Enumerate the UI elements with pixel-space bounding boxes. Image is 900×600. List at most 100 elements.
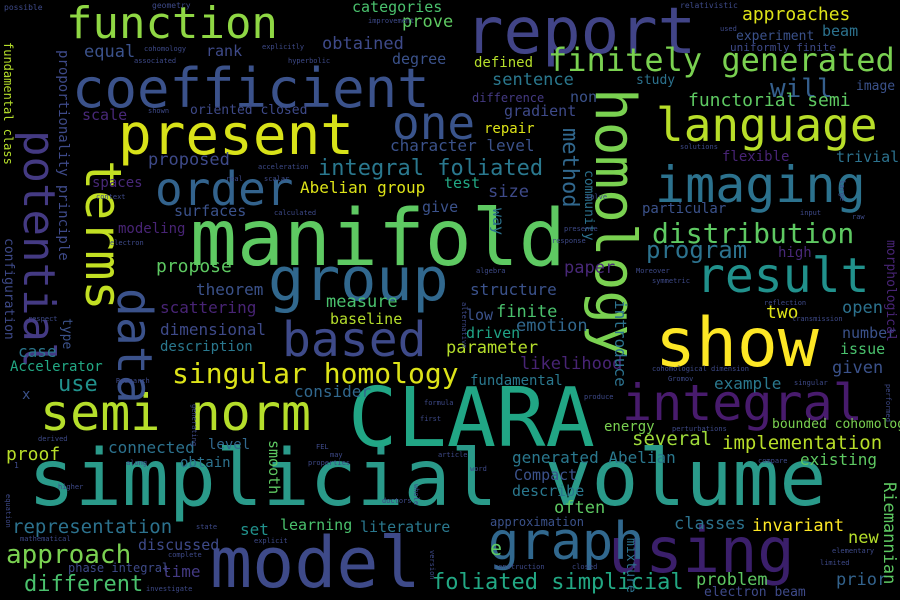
word-shown: shown xyxy=(148,107,170,115)
word-several: several xyxy=(632,428,713,450)
word-level: level xyxy=(208,437,251,453)
word-rank: rank xyxy=(206,42,243,60)
word-categories: categories xyxy=(352,0,443,16)
word-respect: respect xyxy=(28,315,58,323)
word-explicit: explicit xyxy=(254,537,288,545)
word-result: result xyxy=(696,248,870,304)
word-distribution: distribution xyxy=(652,217,855,250)
word-low: low xyxy=(466,306,494,324)
word-non: non xyxy=(570,88,598,106)
word-simplicial-volume: simplicial volume xyxy=(28,434,827,524)
word-prove: prove xyxy=(402,12,454,32)
word-often: often xyxy=(554,498,606,518)
word-higher: higher xyxy=(58,483,84,491)
word-investigate: investigate xyxy=(146,585,193,593)
word-time: time xyxy=(162,562,201,581)
word-program: program xyxy=(646,236,748,264)
word-compact: Compact xyxy=(514,466,578,484)
word-one: one xyxy=(392,96,476,150)
word-classes: classes xyxy=(674,514,746,534)
word-open: open xyxy=(842,298,883,318)
word-finitely-generated: finitely generated xyxy=(548,41,895,79)
word-transmission: transmission xyxy=(792,315,843,323)
word-dimensional: dimensional xyxy=(160,320,266,339)
word-article: article xyxy=(438,451,468,459)
word-scalar: scalar xyxy=(264,175,290,183)
word-community: community xyxy=(581,170,596,241)
word-integral-foliated: integral foliated xyxy=(318,156,544,181)
word-potential: potential xyxy=(13,130,64,369)
word-oriented-closed: oriented closed xyxy=(190,103,308,118)
word-presence: presence xyxy=(564,225,598,233)
word-may: may xyxy=(330,451,343,459)
word-existing: existing xyxy=(800,450,878,469)
word-two: two xyxy=(766,302,799,323)
word-integral: integral xyxy=(622,374,863,432)
word-order: order xyxy=(155,162,294,216)
word-approximation: approximation xyxy=(490,515,584,529)
word-literature: literature xyxy=(360,518,451,536)
word-experiment: experiment xyxy=(736,29,815,44)
word-cohomological-dimension: cohomological dimension xyxy=(652,365,749,373)
word-proportionality-principle: proportionality principle xyxy=(55,50,71,261)
word-learning: learning xyxy=(280,516,353,534)
word-group: group xyxy=(268,245,449,315)
word-smooth: smooth xyxy=(265,440,283,495)
word-proposed: proposed xyxy=(148,150,230,170)
word-performed: performed xyxy=(884,384,892,422)
word-connected: connected xyxy=(108,438,195,457)
word-configuration: configuration xyxy=(1,238,16,340)
word-construction: construction xyxy=(494,563,545,571)
word-sentence: sentence xyxy=(492,70,574,90)
word-particular: particular xyxy=(642,201,727,217)
word-introduce: introduce xyxy=(611,300,630,387)
word-driven: driven xyxy=(466,324,521,342)
word-solutions: solutions xyxy=(680,143,718,151)
word-invariant: invariant xyxy=(752,516,845,536)
word-version: version xyxy=(428,550,436,580)
word-use: use xyxy=(58,372,98,397)
word-given: given xyxy=(832,358,884,378)
word-gradient: gradient xyxy=(504,102,577,120)
word-relativistic: relativistic xyxy=(680,1,738,10)
word-foliated-simplicial: foliated simplicial xyxy=(432,570,684,595)
word-raw: raw xyxy=(852,213,865,221)
word-show: show xyxy=(655,304,819,383)
word-1: 1 xyxy=(14,461,19,470)
word-parameter: parameter xyxy=(446,338,539,358)
word-compare: compare xyxy=(758,457,788,465)
word-algebra: algebra xyxy=(476,267,506,275)
word-functorial-semi: functorial semi xyxy=(688,90,851,111)
word-equal: equal xyxy=(84,42,136,62)
word-measure: measure xyxy=(326,292,398,312)
word-prior: prior xyxy=(836,570,888,590)
word-give: give xyxy=(422,198,459,216)
word-beam: beam xyxy=(822,22,859,40)
word-coefficient: coefficient xyxy=(72,57,430,120)
word-terms: terms xyxy=(74,160,132,311)
word-mathematical: mathematical xyxy=(20,535,71,543)
word-number: number xyxy=(842,324,897,342)
word-scale: scale xyxy=(82,106,128,124)
word-likelihood: likelihood xyxy=(520,354,623,374)
word-doctors: doctors xyxy=(382,497,412,505)
word-research: Research xyxy=(116,377,150,385)
word-complete: complete xyxy=(168,551,202,559)
word-scattering: scattering xyxy=(160,298,257,317)
word-context: context xyxy=(96,193,126,201)
word-symmetric: symmetric xyxy=(652,277,690,285)
word-defined: defined xyxy=(474,55,534,71)
word-derived: derived xyxy=(38,435,68,443)
word-associated: associated xyxy=(134,57,177,65)
word-e: e xyxy=(490,536,503,560)
word-obtain: obtain xyxy=(180,455,231,471)
word-morphological: morphological xyxy=(883,240,898,342)
word-size: size xyxy=(488,182,529,202)
word-function: function xyxy=(66,0,278,49)
word-moreover: Moreover xyxy=(636,267,670,275)
word-fel: FEL xyxy=(316,443,329,451)
word-case: case xyxy=(18,342,57,361)
word-used: used xyxy=(720,25,737,33)
word-obtained: obtained xyxy=(322,34,404,54)
